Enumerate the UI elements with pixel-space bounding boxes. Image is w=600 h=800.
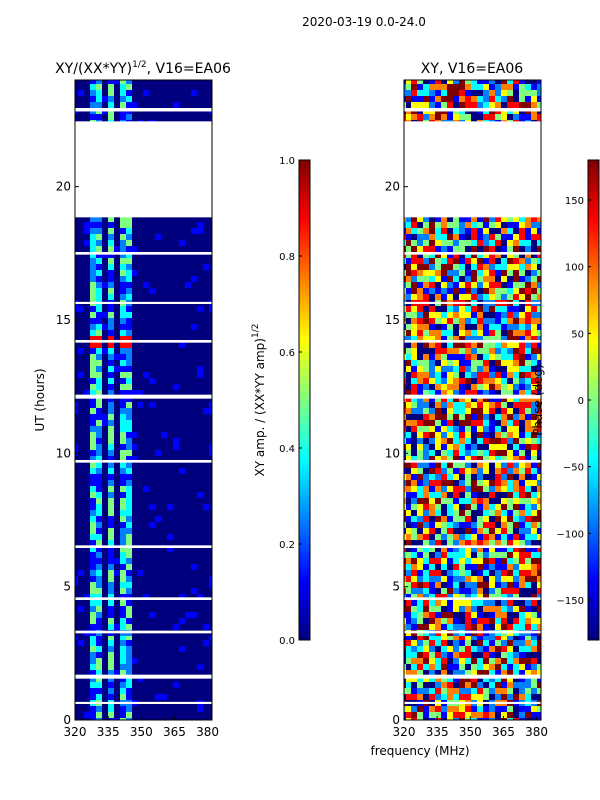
- phase-data-gap: [404, 108, 541, 112]
- amplitude-xtick-label: 350: [130, 725, 153, 739]
- amplitude-colorbar-gradient: [298, 159, 311, 641]
- amplitude-ytick-label: 15: [56, 313, 71, 327]
- phase-data-gap: [404, 340, 541, 343]
- amplitude-colorbar: 0.0 0.2 0.4 0.6 0.8 1.0 XY amp. / (XX*YY amp)…: [251, 156, 311, 647]
- phase-colorbar-tick-label: 150: [565, 196, 584, 207]
- amplitude-data-gap: [75, 252, 212, 255]
- phase-data-gaps: [404, 108, 541, 704]
- amplitude-data-gap: [75, 701, 212, 704]
- phase-colorbar-tick-label: −100: [557, 529, 584, 540]
- amplitude-data-gap: [75, 121, 212, 218]
- amplitude-xtick-label: 320: [64, 725, 87, 739]
- amplitude-plot-frame: [74, 79, 213, 721]
- phase-data-gap: [404, 394, 541, 399]
- amplitude-data-gap: [75, 630, 212, 634]
- phase-xtick-label: 320: [393, 725, 416, 739]
- amplitude-data-gap: [75, 545, 212, 548]
- amplitude-colorbar-tick-label: 0.8: [279, 252, 295, 263]
- phase-axis-ticks: 320 335 350 365 380 0 5 10 15 20: [385, 180, 548, 739]
- phase-data-gap: [404, 630, 541, 634]
- amplitude-title-exponent: 1/2: [132, 60, 146, 70]
- amplitude-y-axis-label: UT (hours): [33, 368, 47, 431]
- phase-colorbar-tick-label: −50: [563, 463, 584, 474]
- phase-colorbar-label: Phase (deg): [531, 364, 545, 436]
- phase-ytick-label: 15: [385, 313, 400, 327]
- amplitude-colorbar-tick-label: 1.0: [279, 156, 295, 167]
- phase-data-gap: [404, 674, 541, 679]
- phase-colorbar-tick-label: 50: [571, 329, 584, 340]
- phase-panel: XY, V16=EA06 320 335 350 365 380 0 5 10 15 20: [385, 61, 548, 739]
- amplitude-xtick-label: 365: [163, 725, 186, 739]
- phase-data-gap: [404, 597, 541, 600]
- phase-colorbar: −150 −100 −50 0 50 100 150 Phase (deg): [531, 159, 600, 641]
- figure-suptitle: 2020-03-19 0.0-24.0: [302, 15, 426, 29]
- amplitude-axis-ticks: 320 335 350 365 380 0 5 10 15 20: [56, 180, 219, 739]
- amplitude-panel-title: XY/(XX*YY)1/2, V16=EA06: [55, 60, 231, 77]
- amplitude-panel: XY/(XX*YY)1/2, V16=EA06 320 335 350 365 380 0…: [33, 60, 231, 739]
- phase-ytick-label: 0: [392, 713, 400, 727]
- phase-ytick-label: 20: [385, 180, 400, 194]
- phase-data-gap: [404, 121, 541, 218]
- amplitude-ytick-label: 5: [63, 580, 71, 594]
- amplitude-data-gap: [75, 597, 212, 600]
- phase-data-gap: [404, 701, 541, 704]
- amplitude-colorbar-tick-label: 0.6: [279, 348, 295, 359]
- phase-xtick-label: 350: [459, 725, 482, 739]
- amplitude-colorbar-label-exponent: 1/2: [251, 324, 261, 338]
- amplitude-data-gap: [75, 394, 212, 399]
- phase-colorbar-tick-label: −150: [557, 596, 584, 607]
- phase-data-gap: [404, 301, 541, 304]
- amplitude-data-gap: [75, 460, 212, 463]
- phase-data-gap: [404, 545, 541, 548]
- amplitude-colorbar-tick-label: 0.0: [279, 636, 295, 647]
- amplitude-ytick-label: 0: [63, 713, 71, 727]
- phase-data-gap: [404, 460, 541, 463]
- phase-xtick-label: 380: [525, 725, 548, 739]
- amplitude-xtick-label: 380: [196, 725, 219, 739]
- amplitude-data-gap: [75, 301, 212, 304]
- phase-xtick-label: 365: [492, 725, 515, 739]
- phase-panel-title: XY, V16=EA06: [421, 61, 523, 77]
- phase-data-gap: [404, 252, 541, 255]
- phase-plot-frame: [403, 79, 542, 721]
- phase-xtick-label: 335: [426, 725, 449, 739]
- amplitude-colorbar-tick-label: 0.2: [279, 540, 295, 551]
- amplitude-ytick-label: 10: [56, 446, 71, 460]
- phase-colorbar-tick-label: 100: [565, 263, 584, 274]
- phase-colorbar-tick-label: 0: [578, 396, 584, 407]
- amplitude-ytick-label: 20: [56, 180, 71, 194]
- amplitude-data-gap: [75, 674, 212, 679]
- amplitude-data-gap: [75, 108, 212, 112]
- amplitude-colorbar-ticks: 0.0 0.2 0.4 0.6 0.8 1.0: [279, 156, 302, 647]
- amplitude-colorbar-label: XY amp. / (XX*YY amp)1/2: [251, 324, 267, 477]
- phase-ytick-label: 10: [385, 446, 400, 460]
- phase-ytick-label: 5: [392, 580, 400, 594]
- amplitude-xtick-label: 335: [97, 725, 120, 739]
- amplitude-colorbar-tick-label: 0.4: [279, 444, 295, 455]
- amplitude-data-gaps: [75, 108, 212, 704]
- amplitude-data-gap: [75, 340, 212, 343]
- phase-colorbar-ticks: −150 −100 −50 0 50 100 150: [557, 196, 591, 607]
- frequency-axis-label: frequency (MHz): [370, 744, 469, 758]
